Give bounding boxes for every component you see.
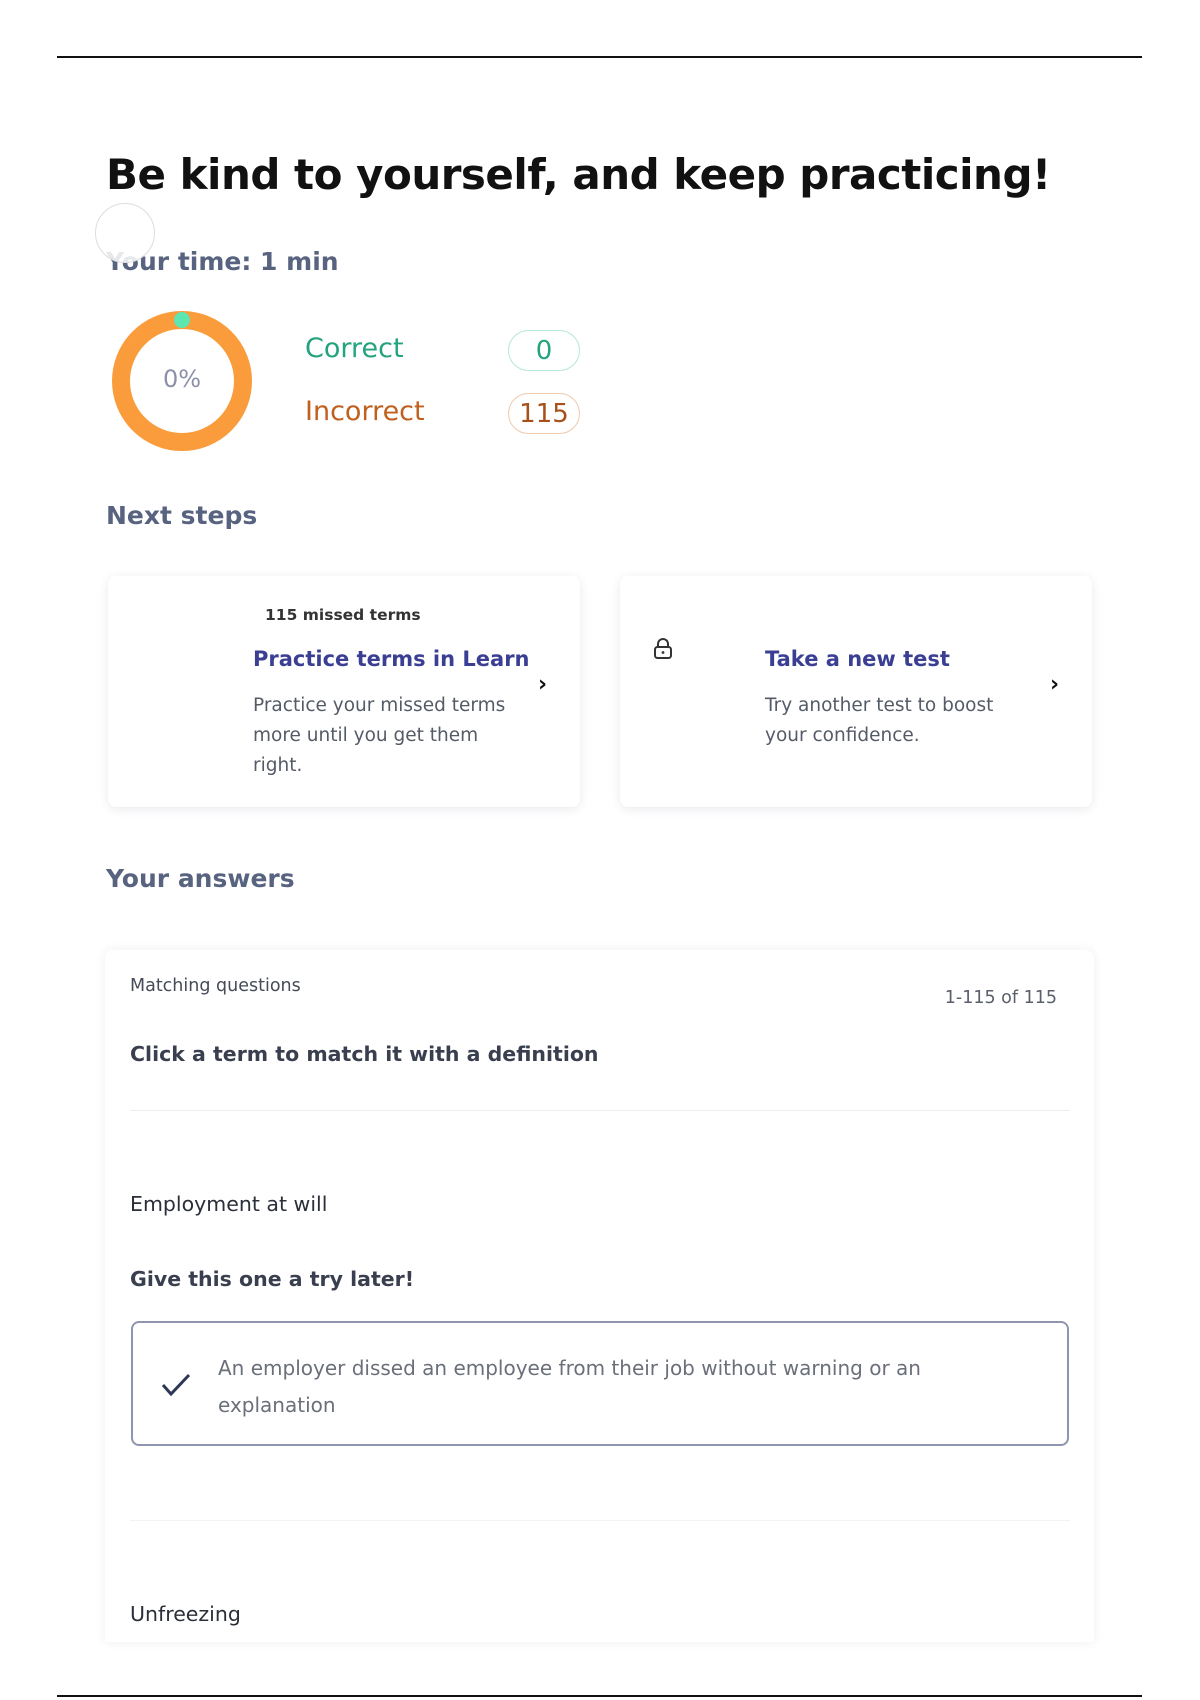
question-range: 1-115 of 115 (944, 988, 1057, 1008)
new-test-card[interactable]: Take a new test Try another test to boos… (620, 576, 1092, 807)
divider (130, 1110, 1070, 1111)
correct-marker (174, 312, 190, 328)
page-title: Be kind to yourself, and keep practicing… (106, 150, 1051, 199)
missed-terms-count: 115 missed terms (265, 606, 421, 624)
card-title: Practice terms in Learn (253, 647, 530, 671)
term-text: Unfreezing (130, 1602, 241, 1626)
correct-count-badge: 0 (508, 330, 580, 371)
practice-learn-card[interactable]: 115 missed terms Practice terms in Learn… (108, 576, 580, 807)
answers-panel: Matching questions 1-115 of 115 Click a … (105, 950, 1094, 1642)
incorrect-count-badge: 115 (508, 393, 580, 434)
touch-indicator (95, 203, 155, 263)
answer-option[interactable]: An employer dissed an employee from thei… (131, 1321, 1069, 1446)
term-text: Employment at will (130, 1192, 328, 1216)
card-description: Try another test to boost your confidenc… (765, 695, 994, 746)
card-title: Take a new test (765, 647, 950, 671)
checkmark-icon (161, 1373, 191, 1397)
divider (130, 1520, 1070, 1521)
bottom-divider (57, 1695, 1142, 1697)
correct-label: Correct (305, 333, 404, 364)
chevron-right-icon: › (538, 672, 548, 697)
your-answers-heading: Your answers (106, 864, 295, 893)
score-percent: 0% (162, 365, 202, 393)
incorrect-label: Incorrect (305, 396, 425, 427)
top-divider (57, 56, 1142, 58)
next-steps-heading: Next steps (106, 501, 258, 530)
card-description: Practice your missed terms more until yo… (253, 695, 506, 776)
chevron-right-icon: › (1050, 672, 1060, 697)
section-label: Matching questions (130, 976, 301, 996)
answer-text: An employer dissed an employee from thei… (218, 1356, 921, 1417)
feedback-text: Give this one a try later! (130, 1267, 415, 1291)
instruction-text: Click a term to match it with a definiti… (130, 1042, 599, 1066)
lock-icon (654, 638, 672, 659)
score-donut (112, 311, 252, 451)
